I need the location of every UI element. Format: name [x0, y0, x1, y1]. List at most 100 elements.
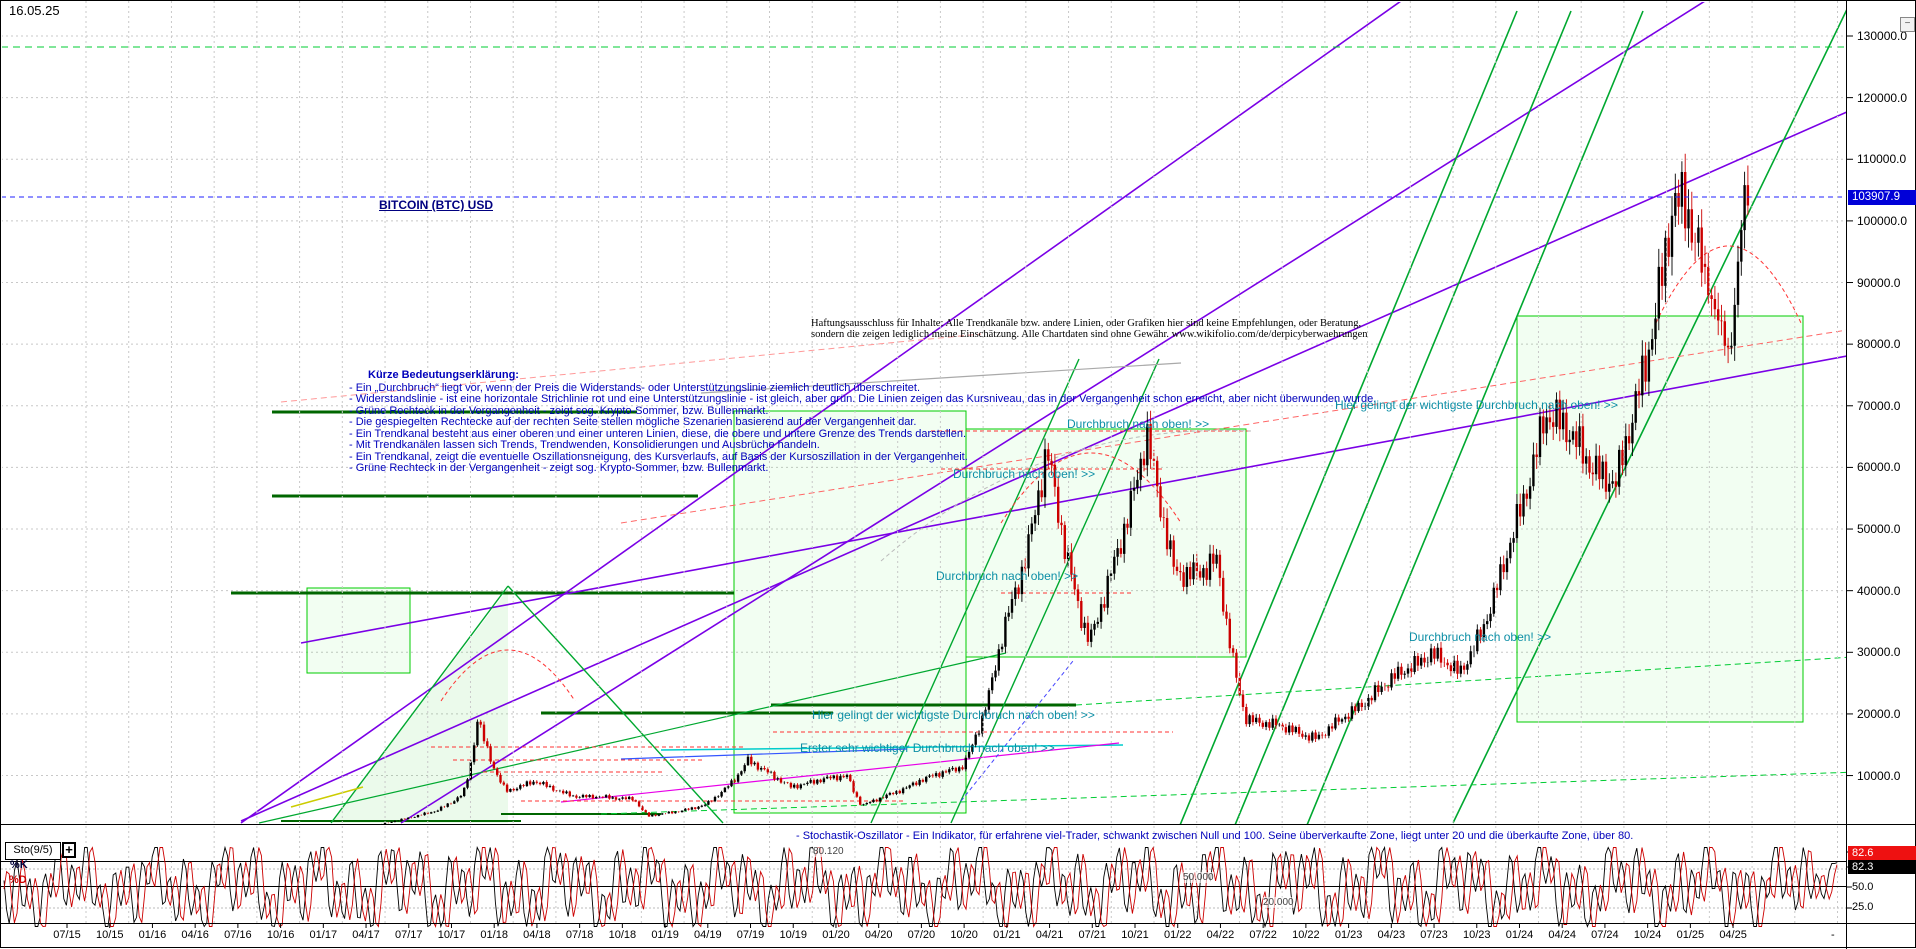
time-axis-label: 07/19	[736, 929, 765, 941]
trend-line	[280, 333, 982, 403]
time-axis-label: 07/18	[565, 929, 594, 941]
resistance-arc	[1655, 245, 1802, 324]
breakout-annotation: Hier gelingt der wichtigste Durchbruch n…	[812, 708, 1095, 722]
time-axis-label: 10/24	[1633, 929, 1662, 941]
price-axis-label: 50000.0	[1857, 522, 1901, 537]
time-axis-label: 10/19	[779, 929, 807, 941]
price-axis-label: 30000.0	[1857, 645, 1901, 660]
trend-line	[960, 660, 1074, 802]
time-axis-end-dash: -	[1831, 929, 1835, 941]
trend-line	[660, 744, 1124, 751]
time-axis-label: 10/17	[437, 929, 466, 941]
price-axis-label: 110000.0	[1857, 152, 1907, 167]
trend-line	[1234, 10, 1572, 824]
time-axis-label: 07/15	[53, 929, 81, 941]
trend-line	[300, 355, 1846, 644]
breakout-annotation: Erster sehr wichtiger Durchbruch nach ob…	[800, 741, 1055, 755]
price-axis-label: 130000.0	[1857, 29, 1908, 43]
trend-line	[290, 786, 364, 808]
minimize-button[interactable]: −	[1900, 17, 1915, 32]
breakout-annotation: Durchbruch nach oben! >>	[953, 467, 1096, 481]
price-axis-label: 10000.0	[1857, 768, 1901, 783]
trend-line	[400, 2, 1705, 824]
breakout-annotation: Durchbruch nach oben! >>	[936, 569, 1079, 583]
time-axis-label: 04/24	[1548, 929, 1576, 941]
time-axis-label: 07/17	[394, 929, 423, 941]
stochastic-pane	[1, 845, 1846, 929]
chart-date-label: 16.05.25	[9, 3, 60, 18]
trend-line	[330, 585, 509, 824]
time-axis-label: 07/23	[1420, 929, 1448, 941]
legend-line: - Widerstandslinie - ist eine horizontal…	[349, 393, 1377, 405]
time-axis-label: 07/22	[1249, 929, 1277, 941]
time-axis-label: 07/20	[907, 929, 936, 941]
stochastic-value-tag: 25.0	[1852, 901, 1874, 913]
time-axis-label: 07/16	[224, 929, 252, 941]
time-axis-label: 01/22	[1163, 929, 1192, 941]
time-axis-label: 04/25	[1719, 929, 1747, 941]
time-axis-label: 04/16	[181, 929, 209, 941]
stochastic-d-label: %D	[9, 874, 27, 886]
price-axis-label: 40000.0	[1857, 583, 1901, 598]
trend-line	[620, 329, 1846, 524]
time-axis-label: 04/21	[1035, 929, 1064, 941]
stochastic-indicator-button[interactable]: Sto(9/5)	[5, 842, 61, 860]
trend-line	[240, 2, 1401, 824]
time-axis-label: 10/15	[95, 929, 124, 941]
price-axis-label: 80000.0	[1857, 337, 1901, 352]
resistance-arc	[440, 649, 576, 702]
time-axis-label: 10/23	[1462, 929, 1491, 941]
time-axis-label: 01/23	[1334, 929, 1363, 941]
scenario-rectangle	[1516, 315, 1804, 723]
time-axis-label: 07/24	[1591, 929, 1619, 941]
time-axis-label: 01/19	[651, 929, 679, 941]
price-axis-label: 120000.0	[1857, 90, 1908, 105]
time-axis-label: 07/21	[1078, 929, 1107, 941]
time-axis-label: 01/21	[993, 929, 1021, 941]
main-chart-layer	[2, 2, 1846, 824]
time-axis-label: 01/24	[1505, 929, 1534, 941]
legend-line: - Ein Trendkanal besteht aus einer obere…	[349, 427, 967, 440]
breakout-annotation: Hier gelingt der wichtigste Durchbruch n…	[1335, 398, 1618, 412]
trend-line	[1179, 10, 1518, 824]
time-axis-label: 10/18	[608, 929, 637, 941]
add-indicator-button[interactable]: +	[62, 842, 76, 858]
stochastic-value-tag: 50.0	[1852, 881, 1874, 893]
price-axis-label: 20000.0	[1857, 706, 1901, 721]
time-axis-label: 04/18	[523, 929, 551, 941]
time-axis-label: 04/17	[352, 929, 380, 941]
time-axis-label: 10/16	[266, 929, 295, 941]
time-axis-label: 01/20	[822, 929, 850, 941]
trend-line	[700, 362, 1182, 394]
time-axis-label: 04/22	[1206, 929, 1235, 941]
stochastic-level-label: 20.000	[1263, 897, 1294, 908]
resistance-arc	[1000, 452, 1182, 524]
price-axis-label: 70000.0	[1857, 398, 1901, 413]
scenario-rectangle	[306, 587, 411, 674]
legend-line: - Ein „Durchbruch“ liegt vor, wenn der P…	[349, 381, 921, 394]
time-axis-label: 01/18	[480, 929, 508, 941]
stochastic-d-line	[3, 845, 1838, 929]
trend-line	[1452, 9, 1846, 824]
trend-line	[507, 585, 724, 824]
time-axis-label: 01/25	[1676, 929, 1705, 941]
time-axis-label: 01/17	[309, 929, 338, 941]
trend-line	[870, 358, 1080, 824]
stochastic-value-tag: 82.6	[1848, 846, 1916, 860]
scenario-rectangle	[733, 410, 967, 814]
candlesticks	[377, 153, 1750, 824]
disclaimer-line-1: Haftungsausschluss für Inhalte: Alle Tre…	[811, 318, 1362, 329]
trend-line	[1075, 656, 1846, 706]
disclaimer-line-2: sondern die zeigen lediglich meine Einsc…	[811, 329, 1368, 340]
price-axis-label: 90000.0	[1857, 275, 1901, 290]
time-axis-label: 01/16	[138, 929, 167, 941]
time-axis-label: 04/20	[864, 929, 893, 941]
stochastic-level-label: 80.120	[813, 846, 844, 857]
legend-heading: Kürze Bedeutungserklärung:	[368, 369, 519, 381]
resistance-arc	[880, 429, 1252, 562]
time-axis-label: 04/23	[1377, 929, 1406, 941]
time-axis-label: 10/21	[1121, 929, 1149, 941]
